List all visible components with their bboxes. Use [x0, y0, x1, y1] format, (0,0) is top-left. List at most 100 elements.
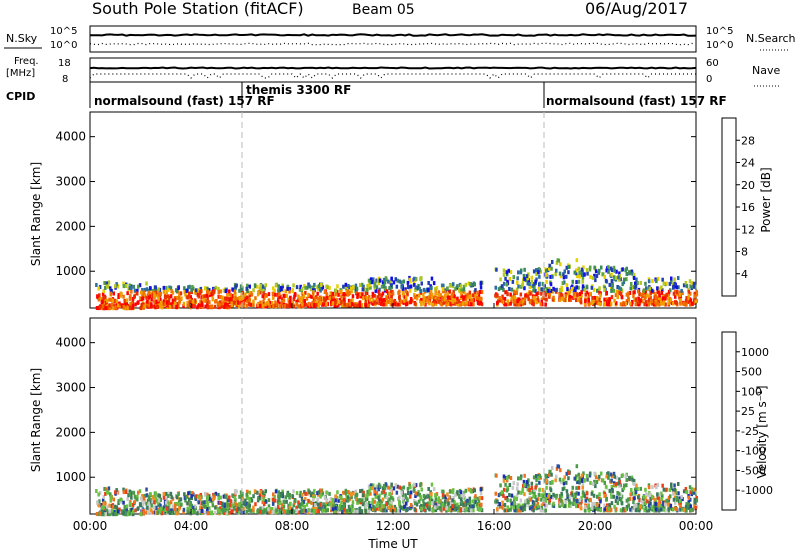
power-cell [687, 300, 691, 304]
power-cell [222, 288, 226, 293]
power-cell [548, 263, 551, 268]
velocity-cell [434, 505, 437, 510]
power-cell [566, 287, 569, 292]
power-cell [295, 302, 299, 307]
velocity-cell [524, 499, 527, 504]
power-cell [627, 297, 630, 302]
power-cell [523, 286, 526, 291]
velocity-cell [111, 504, 115, 509]
power-cell [283, 303, 286, 308]
velocity-cell [590, 491, 594, 496]
power-cell [186, 301, 189, 305]
velocity-cell [206, 492, 209, 497]
power-cell [236, 297, 239, 302]
power-cell [394, 277, 397, 282]
power-cell [590, 285, 594, 290]
power-cell [325, 302, 328, 307]
power-cell [176, 302, 179, 306]
velocity-cell [334, 494, 337, 499]
velocity-cell [269, 507, 272, 511]
power-cell [358, 292, 362, 297]
power-cell [380, 302, 383, 306]
velocity-cell [373, 506, 376, 511]
velocity-cell [278, 510, 281, 514]
velocity-cell [524, 484, 528, 489]
velocity-cell [326, 508, 329, 513]
velocity-cell [632, 478, 636, 483]
velocity-cell [548, 500, 551, 505]
velocity-cell [185, 494, 188, 499]
velocity-cell [603, 491, 606, 496]
power-cell [693, 294, 696, 299]
velocity-cell [474, 500, 477, 505]
velocity-cell [194, 494, 198, 499]
velocity-cell [660, 491, 663, 496]
power-cell [321, 285, 325, 290]
velocity-cell [319, 494, 322, 499]
velocity-cell [389, 503, 392, 508]
velocity-cell [414, 491, 418, 496]
power-cell [512, 292, 516, 296]
power-cell [494, 293, 497, 298]
velocity-cell [578, 476, 581, 481]
velocity-cell [616, 501, 619, 506]
velocity-cell [243, 503, 246, 508]
velocity-cell [631, 506, 634, 510]
power-cell [633, 298, 636, 302]
velocity-cell [551, 495, 555, 500]
power-cell [656, 289, 660, 294]
frequency-panel: Freq. [MHz] 18 8 60 0 Nave [6, 56, 780, 87]
cpid-segment-2: themis 3300 RF [246, 83, 351, 97]
power-cell [337, 292, 340, 297]
power-cell [208, 293, 211, 298]
velocity-cell [424, 508, 427, 513]
power-cell [621, 267, 624, 272]
velocity-cell [246, 489, 249, 494]
velocity-cell [341, 509, 344, 514]
power-cell [257, 302, 260, 307]
velocity-cell [622, 486, 626, 491]
velocity-cell [671, 488, 675, 493]
power-cell [230, 300, 233, 304]
power-cell [282, 298, 286, 303]
velocity-cell [352, 491, 355, 496]
power-cell [382, 283, 386, 288]
velocity-cell [268, 510, 271, 514]
velocity-cell [441, 493, 445, 498]
velocity-cell [405, 507, 409, 512]
power-cell [405, 299, 408, 303]
power-cell [661, 296, 665, 301]
power-cell [291, 288, 294, 293]
power-cell [468, 298, 472, 303]
power-cell [380, 284, 384, 289]
power-cell [653, 292, 657, 296]
cpid-label: CPID [6, 90, 35, 103]
power-cell [422, 301, 426, 306]
power-cell [329, 291, 332, 296]
power-cell [267, 298, 271, 303]
velocity-cell [125, 507, 128, 512]
power-cell [307, 292, 310, 297]
power-cell [517, 270, 520, 275]
power-cell [121, 303, 124, 308]
velocity-cell [221, 503, 224, 507]
velocity-cell [549, 480, 552, 485]
velocity-cell [285, 499, 288, 504]
power-cell [106, 298, 109, 303]
velocity-cell [532, 501, 535, 506]
power-cell [273, 292, 277, 297]
power-cell [336, 284, 339, 289]
velocity-cell [298, 493, 302, 498]
velocity-cell [615, 475, 618, 480]
velocity-cell [644, 487, 647, 492]
velocity-cell [158, 493, 162, 498]
velocity-cell [301, 508, 304, 513]
power-cell [665, 281, 668, 286]
velocity-cell [388, 497, 391, 502]
power-cell [457, 299, 461, 304]
power-cell [303, 299, 306, 303]
velocity-cell [209, 510, 212, 515]
power-cell [198, 290, 202, 295]
power-cell [593, 273, 596, 278]
